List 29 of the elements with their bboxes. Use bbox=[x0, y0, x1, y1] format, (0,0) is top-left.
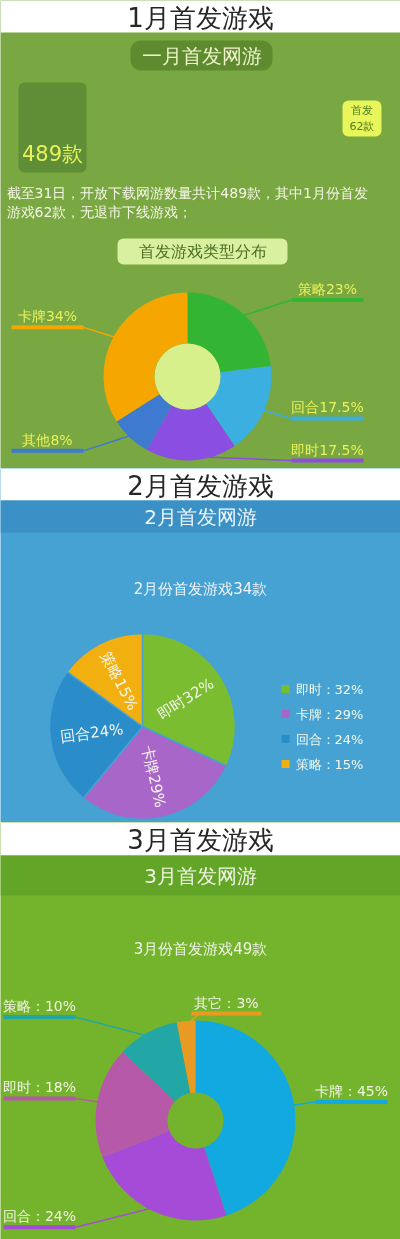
slice-label: 回合17.5% bbox=[291, 399, 364, 416]
chart-title: 3月首发游戏 bbox=[127, 825, 274, 855]
slice-label: 即时：18% bbox=[2, 1079, 77, 1096]
legend-label: 即时：32% bbox=[295, 681, 364, 697]
text: 2月份首发游戏34款 bbox=[133, 579, 268, 598]
slice-label: 回合24% bbox=[59, 720, 125, 746]
legend-label: 卡牌：29% bbox=[295, 706, 364, 722]
slice-label: 卡牌34% bbox=[17, 308, 78, 325]
chart-subtitle: 3月首发网游 bbox=[144, 863, 257, 888]
slice-label: 策略15% bbox=[96, 648, 142, 714]
chart-subtitle: 一月首发网游 bbox=[141, 43, 262, 68]
legend-label: 策略：15% bbox=[295, 756, 364, 772]
text: 489款 bbox=[21, 141, 84, 166]
slice-label: 即时17.5% bbox=[291, 441, 364, 458]
chart-subtitle: 2月首发网游 bbox=[144, 504, 257, 529]
slice-label: 策略23% bbox=[297, 280, 358, 297]
chart-title: 1月首发游戏 bbox=[127, 2, 274, 33]
chart-title: 2月首发游戏 bbox=[127, 470, 274, 501]
text: 3月份首发游戏49款 bbox=[133, 939, 268, 958]
slice-label: 回合：24% bbox=[2, 1208, 77, 1225]
legend-label: 回合：24% bbox=[295, 731, 364, 747]
slice-label: 其他8% bbox=[22, 431, 73, 448]
slice-label: 卡牌29% bbox=[137, 743, 170, 810]
slice-label: 其它：3% bbox=[194, 994, 259, 1011]
text: 首发62款 bbox=[349, 104, 375, 133]
slice-label: 卡牌：45% bbox=[314, 1083, 389, 1100]
text: 首发游戏类型分布 bbox=[138, 242, 267, 261]
text: 截至31日，开放下载网游数量共计489款，其中1月份首发游戏62款，无退市下线游戏； bbox=[6, 184, 368, 220]
slice-label: 策略：10% bbox=[2, 998, 77, 1015]
